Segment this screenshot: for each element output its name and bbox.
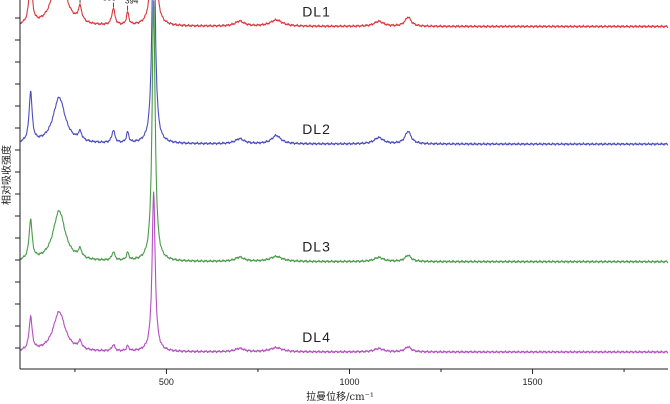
series-labels: DL1 DL2 DL3 DL4 bbox=[302, 4, 331, 346]
series-line-dl4 bbox=[19, 191, 669, 354]
x-axis-title: 拉曼位移/cm⁻¹ bbox=[306, 390, 374, 403]
x-tick-label: 1500 bbox=[523, 377, 543, 387]
peak-label-394: 394 bbox=[125, 0, 139, 6]
series-line-dl2 bbox=[19, 0, 669, 146]
series-lines bbox=[19, 0, 669, 354]
axes: 500 1000 1500 bbox=[15, 0, 668, 387]
series-label-dl3: DL3 bbox=[302, 239, 331, 255]
y-axis-title: 相对吸收强度 bbox=[0, 145, 13, 205]
series-line-dl3 bbox=[19, 0, 669, 264]
x-tick-label: 1000 bbox=[339, 377, 359, 387]
series-label-dl4: DL4 bbox=[302, 329, 331, 345]
series-line-dl1 bbox=[19, 0, 669, 29]
x-tick-label: 500 bbox=[159, 377, 174, 387]
peak-labels: 129207264355394465 bbox=[79, 0, 139, 11]
peak-label-355: 355 bbox=[103, 0, 117, 3]
series-label-dl1: DL1 bbox=[302, 4, 331, 20]
series-label-dl2: DL2 bbox=[302, 121, 331, 137]
